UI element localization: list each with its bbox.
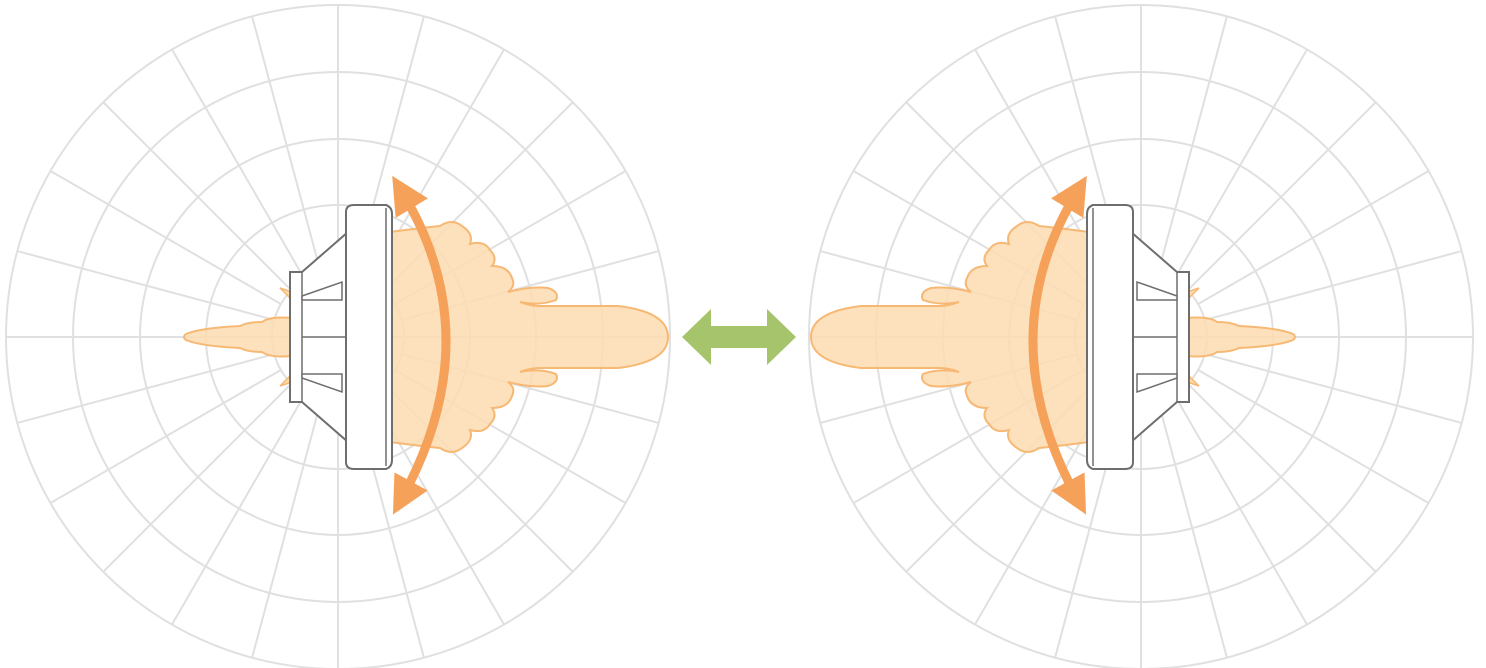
bidirectional-link-arrow [682, 309, 796, 365]
left-radiation-pattern [389, 221, 670, 453]
right-grid-spoke [1173, 393, 1308, 626]
left-antenna-unit [183, 175, 670, 515]
left-grid-spoke [171, 48, 306, 281]
left-grid-spoke [171, 393, 306, 626]
right-antenna [1086, 204, 1190, 470]
left-grid-spoke [49, 170, 282, 305]
right-radiation-pattern [809, 221, 1090, 453]
left-grid-spoke [17, 250, 275, 321]
right-grid-spoke [1157, 16, 1228, 274]
right-back-lobe [1186, 316, 1296, 358]
right-tilt-arrow [1028, 175, 1087, 515]
right-grid-spoke [1197, 369, 1430, 504]
right-grid-spoke [1173, 48, 1308, 281]
left-grid-spoke [49, 369, 282, 504]
right-grid-spoke [1204, 353, 1462, 424]
right-grid-spoke [1186, 101, 1377, 292]
right-grid-spoke [1157, 400, 1228, 658]
left-back-lobe [183, 316, 293, 358]
left-grid-spoke [17, 353, 275, 424]
right-grid-spoke [1204, 250, 1462, 321]
left-tilt-arrow [392, 175, 451, 515]
right-antenna-unit [809, 175, 1296, 515]
left-grid-spoke [102, 382, 293, 573]
left-antenna [289, 204, 393, 470]
right-grid-spoke [1197, 170, 1430, 305]
left-grid-spoke [251, 400, 322, 658]
left-grid-spoke [251, 16, 322, 274]
right-grid-spoke [1186, 382, 1377, 573]
left-grid-spoke [102, 101, 293, 292]
left-grid-spokes [6, 5, 670, 668]
